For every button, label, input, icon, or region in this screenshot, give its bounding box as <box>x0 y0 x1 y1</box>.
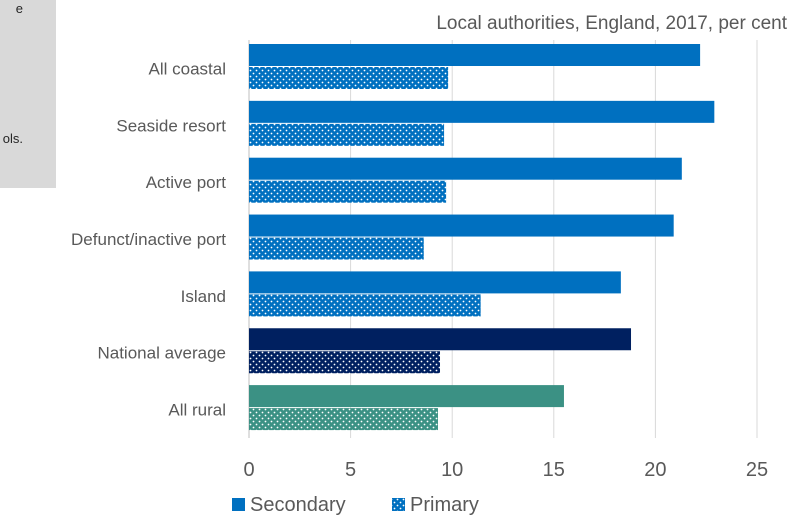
x-tick-label-10: 10 <box>441 459 463 481</box>
legend-swatch-primary <box>392 498 405 511</box>
chart-subtitle: Local authorities, England, 2017, per ce… <box>436 13 787 34</box>
category-label-national-average: National average <box>97 344 226 363</box>
note-line-2: ols. <box>2 131 23 146</box>
bar-secondary-all-coastal <box>249 44 701 66</box>
bar-primary-island <box>249 294 481 317</box>
category-label-seaside-resort: Seaside resort <box>116 116 226 135</box>
x-tick-label-15: 15 <box>543 459 565 481</box>
legend-swatch-secondary <box>232 498 245 511</box>
bar-secondary-island <box>249 271 621 294</box>
bar-primary-active-port <box>249 180 447 203</box>
bar-area <box>249 44 715 431</box>
x-tick-label-20: 20 <box>644 459 666 481</box>
note-box: e ols. <box>0 0 56 188</box>
bar-primary-national-average <box>249 351 441 374</box>
category-labels: All coastal Seaside resort Active port Defu… <box>71 59 226 419</box>
category-label-active-port: Active port <box>146 173 227 192</box>
category-label-island: Island <box>181 287 226 306</box>
bar-secondary-all-rural <box>249 385 564 408</box>
category-label-all-coastal: All coastal <box>149 59 226 78</box>
bar-secondary-national-average <box>249 328 632 351</box>
bar-primary-all-rural <box>249 408 438 431</box>
category-label-all-rural: All rural <box>168 401 226 420</box>
x-tick-labels: 0 5 10 15 20 25 <box>243 459 768 481</box>
legend-label-primary: Primary <box>410 494 479 516</box>
x-tick-label-25: 25 <box>746 459 768 481</box>
category-label-defunct-inactive-port: Defunct/inactive port <box>71 230 226 249</box>
x-tick-label-5: 5 <box>345 459 356 481</box>
bar-primary-all-coastal <box>249 67 449 89</box>
bar-primary-defunct-inactive-port <box>249 237 424 260</box>
bar-secondary-active-port <box>249 157 682 180</box>
x-tick-label-0: 0 <box>243 459 254 481</box>
legend-label-secondary: Secondary <box>250 494 346 516</box>
note-line-1: e <box>15 1 23 16</box>
bar-primary-seaside-resort <box>249 123 445 146</box>
bar-secondary-defunct-inactive-port <box>249 214 674 237</box>
bar-secondary-seaside-resort <box>249 100 715 123</box>
legend: Secondary Primary <box>232 494 479 516</box>
